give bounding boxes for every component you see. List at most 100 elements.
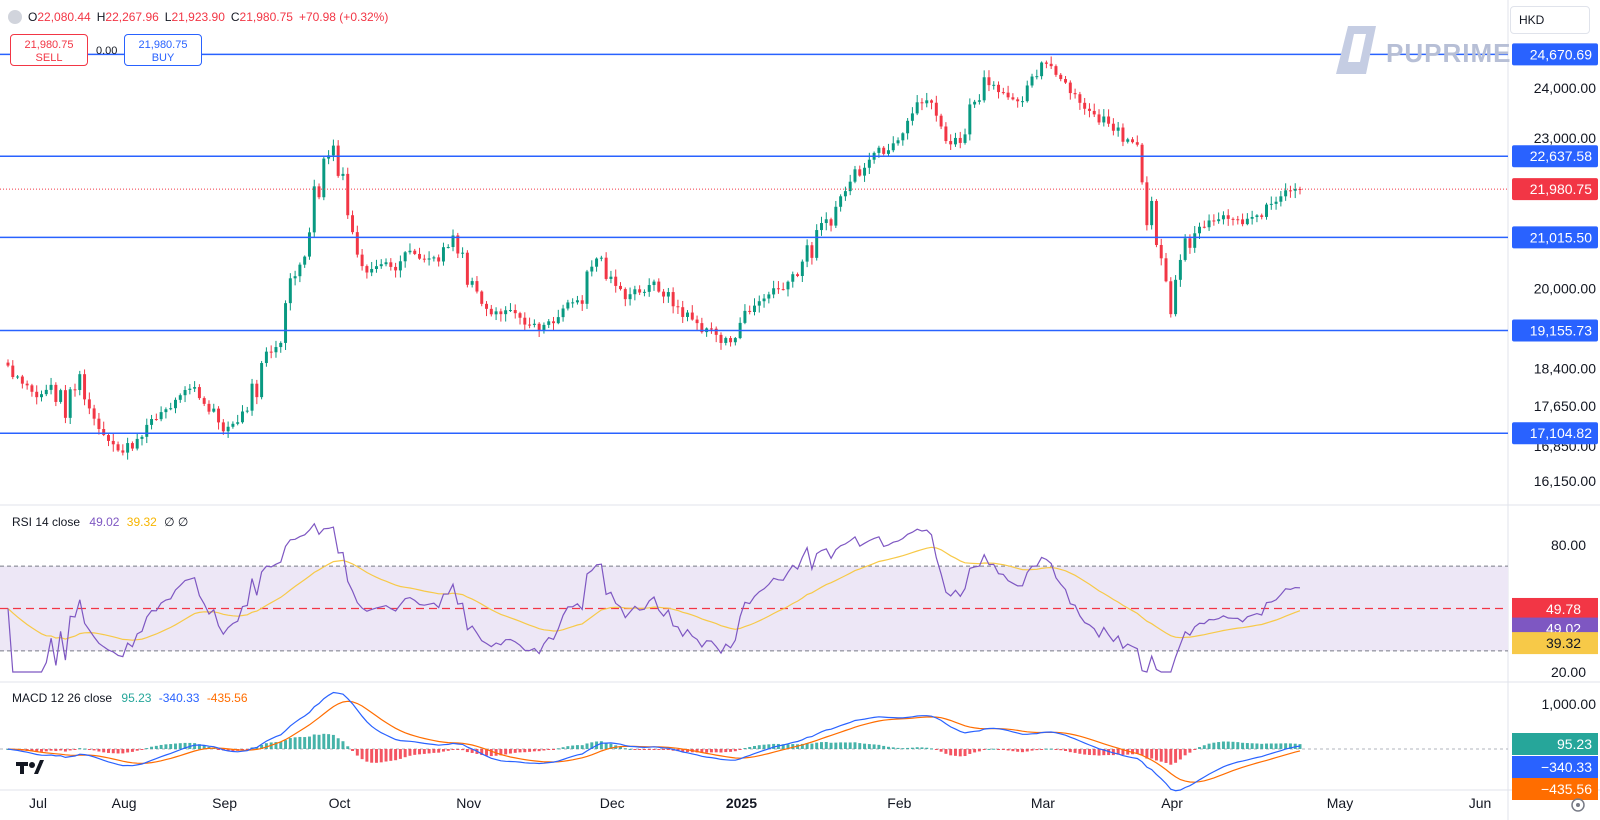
candle [25,380,29,390]
candle [427,251,431,266]
candle-body [930,100,934,103]
candle [657,278,661,293]
candle-body [1097,114,1101,123]
candle-body [920,102,924,104]
candle-body [73,389,77,391]
macd-hist-bar [1169,749,1173,765]
candle [1150,196,1154,230]
macd-hist-bar [92,749,96,751]
candle [930,99,934,110]
candle-body [619,285,622,290]
macd-hist-bar [83,748,87,750]
macd-hist-bar [63,749,67,752]
candle [1121,123,1125,147]
buy-button[interactable]: 21,980.75 BUY [124,34,202,66]
settings-gear-icon[interactable] [1571,798,1585,812]
candle [571,298,575,308]
candle [1035,69,1039,80]
macd-hist-bar [953,749,957,756]
candle-body [116,444,120,451]
candle-body [470,281,474,285]
candle [1183,234,1187,262]
macd-hist-bar [54,749,58,752]
candle [451,229,455,252]
macd-hist-bar [575,745,579,749]
macd-hist-bar [1083,749,1087,755]
macd-hist-bar [638,749,642,750]
macd-hist-bar [729,749,733,752]
macd-hist-bar [1126,749,1130,755]
macd-hist-bar [231,749,235,752]
candle-body [571,302,575,304]
macd-hist-bar [40,749,43,752]
macd-hist-bar [882,745,886,749]
candle [351,210,355,235]
macd-hist-bar [1226,741,1230,749]
macd-hist-bar [843,742,847,749]
candle-body [776,288,780,290]
candles [6,56,1302,460]
macd-legend[interactable]: MACD 12 26 close 95.23 -340.33 -435.56 [12,691,248,705]
candle-body [633,289,637,295]
candle-body [6,362,10,366]
candle-body [949,141,953,145]
candle-body [681,307,685,317]
candle [561,304,565,322]
candle-body [973,101,977,105]
macd-hist-bar [217,749,221,750]
macd-hist-bar [872,744,876,749]
macd-hist-bar [863,743,867,749]
candle [1255,214,1259,223]
candle-body [1121,127,1125,142]
candle-body [20,376,24,384]
macd-hist-bar [561,747,565,749]
candle [1245,213,1249,226]
candle-body [389,262,393,267]
rsi-legend[interactable]: RSI 14 close 49.02 39.32 ∅ ∅ [12,515,188,529]
candle-body [1279,196,1283,202]
sell-button[interactable]: 21,980.75 SELL [10,34,88,66]
candle [810,241,814,265]
price-tick-label: 20,000.00 [1534,280,1596,296]
macd-hist-bar [719,749,723,753]
candle [288,273,292,311]
macd-hist-bar [1274,743,1278,749]
macd-hist-bar [1064,749,1068,751]
currency-selector[interactable]: HKD [1510,6,1590,34]
time-axis-label: Dec [600,795,625,811]
candle [949,134,953,150]
candle [140,435,144,446]
candle-body [260,363,264,398]
ohlc-high: 22,267.96 [105,10,159,24]
macd-hist-bar [44,749,48,752]
macd-hist-bar [1097,749,1101,756]
macd-hist-bar [571,745,575,749]
candle-body [461,252,465,254]
rsi-tick-label: 20.00 [1551,664,1586,680]
candle-body [485,303,489,309]
symbol-logo-icon[interactable] [8,10,22,24]
macd-hist-bar [1217,742,1221,749]
candle-body [293,276,297,279]
macd-hist-bar [107,749,110,753]
brand-logo-text: PUPRIME [1386,38,1512,68]
candle [307,227,311,260]
candle [662,288,666,304]
candle-body [1293,189,1297,191]
candle [465,250,469,288]
candle [489,304,493,317]
candle [154,413,158,421]
candle-body [360,254,364,267]
candle-body [700,323,704,333]
candle-body [1083,102,1087,109]
macd-hist-bar [619,746,622,749]
candle-body [1092,110,1096,115]
candle [786,280,790,297]
candle-body [480,291,484,304]
candle-body [1269,203,1273,205]
candle-body [145,424,149,437]
candle [398,255,402,278]
macd-hist-bar [700,749,704,753]
candle [384,258,388,267]
